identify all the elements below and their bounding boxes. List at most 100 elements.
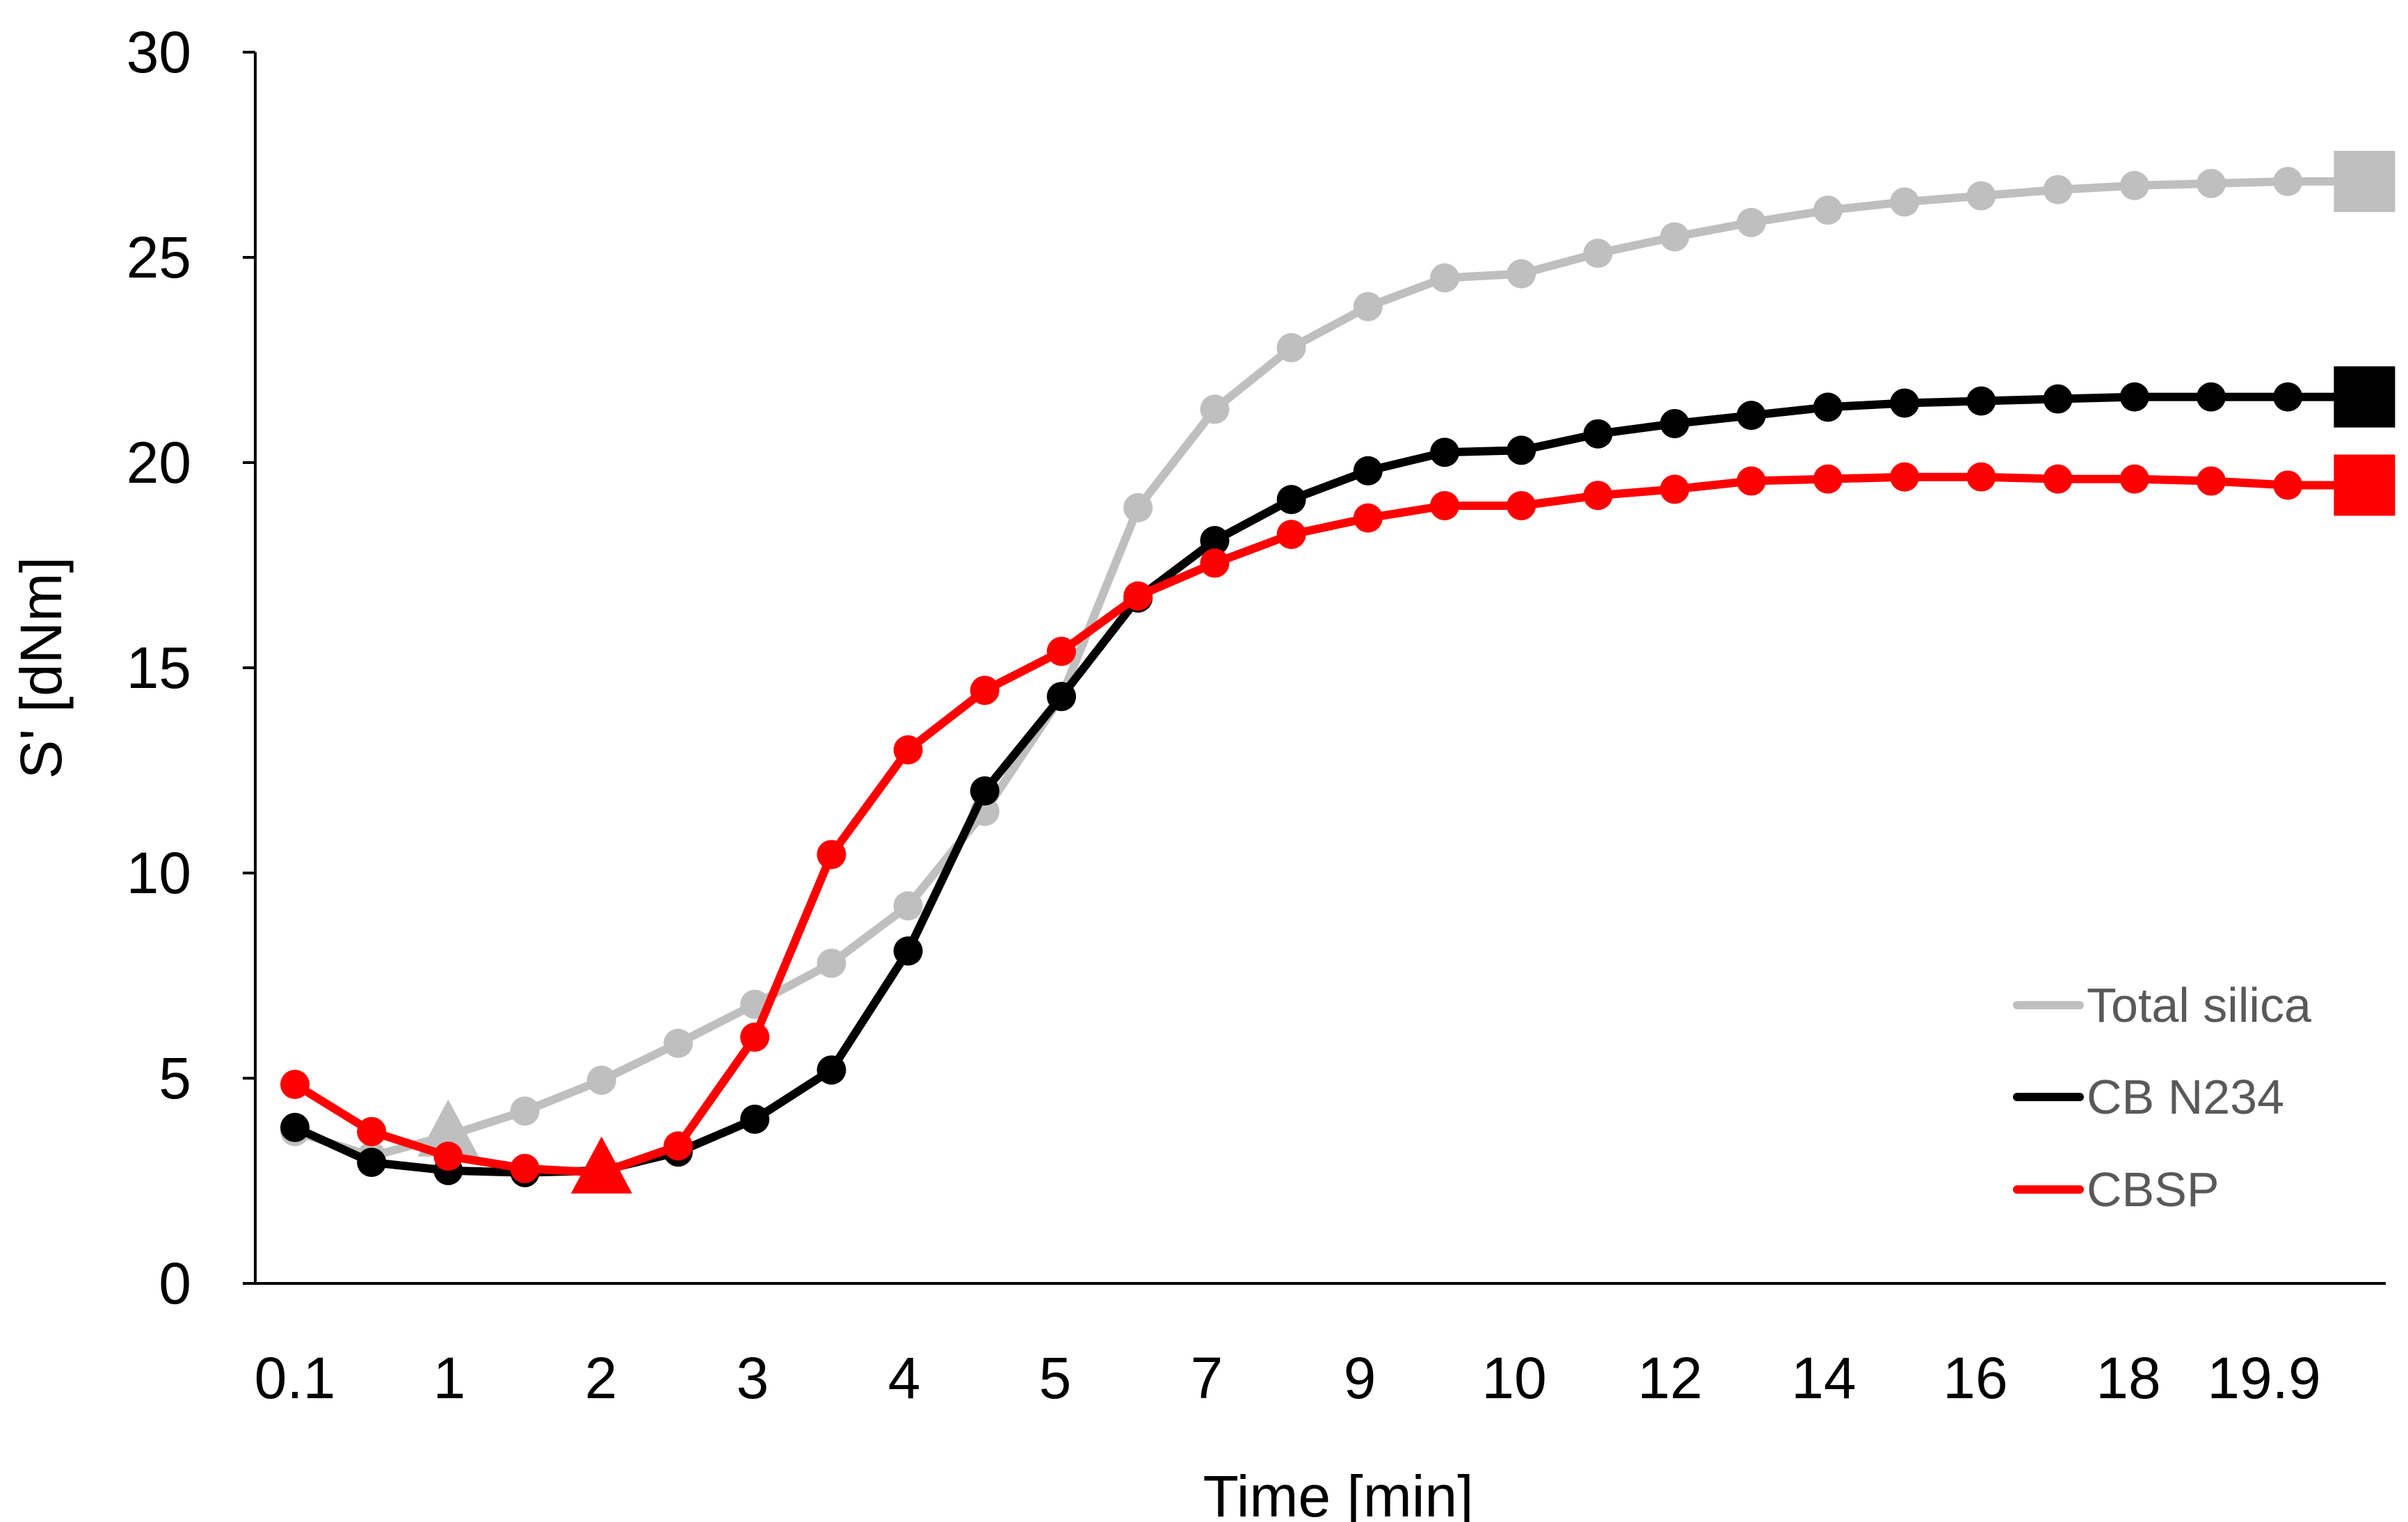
series-point (1123, 492, 1153, 522)
x-tick-label: 18 (2096, 1345, 2160, 1411)
series-point (1966, 462, 1996, 492)
x-axis: 0.1 1 2 3 4 5 7 9 10 12 14 16 18 19.9 (255, 1282, 2386, 1411)
x-tick-label: 19.9 (2207, 1345, 2321, 1411)
series-point (2043, 384, 2073, 414)
series-point (2043, 175, 2073, 205)
series-layer (280, 150, 2395, 1194)
series-point-square (2334, 366, 2395, 428)
y-axis: 0 5 10 15 20 25 30 (127, 19, 257, 1316)
series-point (1736, 401, 1766, 431)
series-point (893, 735, 923, 764)
y-tick-label: 15 (127, 635, 191, 700)
y-tick-label: 20 (127, 430, 191, 495)
series-point (1276, 333, 1306, 362)
series-point (1047, 682, 1076, 712)
series-point (1507, 490, 1536, 520)
series-point (1276, 520, 1306, 550)
series-point (740, 1105, 770, 1134)
series-point (280, 1069, 310, 1099)
series-point (1200, 394, 1230, 424)
series-point (1353, 456, 1383, 486)
x-tick-label: 9 (1344, 1345, 1376, 1411)
series-point (1276, 485, 1306, 515)
series-point (1660, 222, 1689, 252)
series-point (1047, 636, 1076, 666)
x-tick-label: 16 (1943, 1345, 2007, 1411)
series-point (1813, 195, 1843, 225)
y-tick-label: 10 (127, 840, 191, 906)
x-tick-label: 3 (737, 1345, 769, 1411)
series-point (1660, 474, 1689, 504)
series-point (1890, 462, 1920, 492)
series-point (1353, 291, 1383, 321)
series-point (2043, 464, 2073, 494)
series-point (1583, 419, 1613, 449)
series-line (291, 392, 2369, 1177)
legend-label: CB N234 (2087, 1070, 2284, 1124)
legend: Total silica CB N234 CBSP (2013, 978, 2311, 1217)
series-point (1123, 581, 1153, 611)
series-point (2273, 470, 2303, 500)
series-point (2197, 382, 2226, 412)
series-point (1507, 435, 1536, 465)
x-tick-label: 12 (1637, 1345, 1702, 1411)
x-tick-label: 5 (1039, 1345, 1072, 1411)
series-cb-n234 (280, 366, 2395, 1187)
series-point (510, 1096, 540, 1126)
series-point (1736, 466, 1766, 496)
legend-label: CBSP (2087, 1162, 2220, 1217)
x-tick-label: 0.1 (255, 1345, 336, 1411)
x-axis-title: Time [min] (1203, 1464, 1474, 1522)
series-point (1813, 464, 1843, 494)
series-point (2197, 168, 2226, 198)
series-point-triangle (417, 1099, 479, 1157)
y-axis-title: S' [dNm] (8, 556, 74, 778)
x-tick-label: 1 (433, 1345, 466, 1411)
series-point (664, 1028, 693, 1058)
series-point (817, 948, 846, 978)
series-point (510, 1153, 540, 1183)
series-point (2197, 466, 2226, 496)
series-point (664, 1131, 693, 1161)
series-line (291, 177, 2369, 1161)
series-total-silica (280, 150, 2395, 1171)
series-cbsp (280, 454, 2395, 1194)
series-point (280, 1112, 310, 1142)
series-point (1430, 490, 1459, 520)
series-point (1660, 408, 1689, 438)
series-point (817, 840, 846, 870)
series-point (1200, 548, 1230, 578)
series-point (893, 936, 923, 966)
series-point (893, 891, 923, 921)
series-point (1353, 503, 1383, 533)
series-point (1583, 239, 1613, 269)
series-point (2119, 464, 2149, 494)
series-point (1430, 263, 1459, 293)
series-line (291, 472, 2369, 1177)
series-point (2119, 170, 2149, 200)
series-point (357, 1147, 387, 1177)
x-tick-label: 2 (585, 1345, 618, 1411)
y-tick-label: 30 (127, 19, 191, 85)
series-point (740, 1023, 770, 1052)
y-tick-label: 5 (159, 1046, 191, 1111)
series-point (2273, 382, 2303, 412)
series-point (970, 675, 1000, 705)
legend-label: Total silica (2087, 978, 2311, 1032)
series-point (1430, 438, 1459, 467)
series-point (433, 1142, 463, 1171)
series-point (970, 776, 1000, 806)
series-point (1736, 207, 1766, 237)
series-point (1583, 481, 1613, 511)
x-tick-label: 14 (1791, 1345, 1856, 1411)
series-point (1890, 388, 1920, 418)
y-tick-label: 0 (159, 1251, 191, 1316)
series-point (817, 1055, 846, 1085)
series-point-triangle (570, 1136, 632, 1194)
series-point (586, 1065, 616, 1095)
series-point (1813, 392, 1843, 422)
series-point (1200, 526, 1230, 556)
series-point (1966, 386, 1996, 416)
series-point (2119, 382, 2149, 412)
